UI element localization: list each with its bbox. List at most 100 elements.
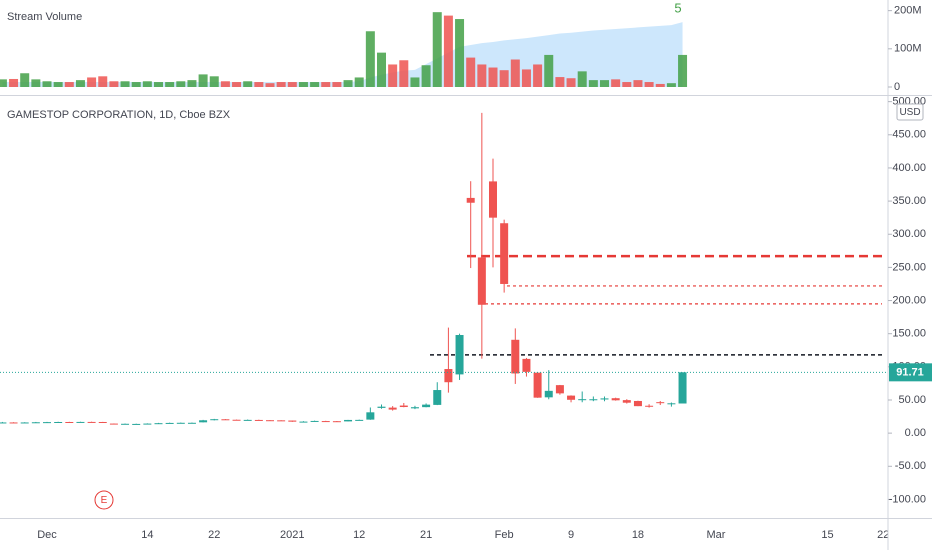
candle-body [422,404,431,408]
plot-area: Dec 14 22 2021 12 21 Feb 9 18 Mar 15 22 [0,12,889,541]
candle-body [87,421,96,423]
candle-body [388,407,397,410]
candle-body [511,339,520,374]
currency-box[interactable] [896,103,924,121]
currency-label[interactable]: USD [899,107,920,118]
candle-body [544,390,553,398]
candle-body [254,419,263,421]
volume-bar [488,67,498,87]
candle-body [600,398,609,400]
candle-body [489,181,497,218]
candle-body [165,422,174,424]
candle-body [277,420,286,422]
x-tick-label: 15 [821,529,833,541]
volume-bar [510,59,520,87]
volume-bar [577,71,587,87]
volume-bar [0,79,7,87]
x-tick-label: 9 [568,529,574,541]
volume-bar [399,60,409,87]
symbol-title: GAMESTOP CORPORATION, 1D, Cboe BZX [7,109,231,121]
candle-body [355,419,364,421]
y-tick-label: 350.00 [892,195,926,207]
volume-bar [455,19,465,88]
volume-bar [533,64,543,87]
volume-bar [120,81,130,87]
price-axis-panel [888,0,932,550]
x-tick-label: Mar [707,529,726,541]
candle-body [266,420,274,422]
candle-body [332,421,341,423]
volume-bar [388,64,398,87]
candle-body [533,372,542,398]
candle-body [20,422,29,424]
candle-body [132,423,141,425]
volume-bar [64,82,74,87]
candle-body [65,421,74,423]
volume-bar [343,80,353,87]
volume-bar [377,52,386,87]
volume-bar [220,81,230,87]
candle-body [410,407,419,409]
candle-body [0,422,7,424]
volume-bar [42,81,52,87]
volume-bar [443,15,453,88]
y-tick-label: 200M [894,5,922,17]
candle-body [500,223,509,284]
volume-bar [544,54,554,87]
candle-body [76,421,85,423]
candle-body [109,423,118,425]
volume-bar [9,78,19,87]
y-tick-label: 250.00 [892,261,926,273]
volume-bar [622,82,632,87]
volume-bar [477,64,487,87]
volume-bar [276,82,286,87]
volume-bar [154,82,163,87]
candle-body [656,402,665,404]
candle-body [611,398,620,401]
axes: 0100M200M5-100.00-50.000.0050.00100.0015… [674,0,932,505]
volume-bar [53,82,63,87]
candle-body [210,419,219,421]
volume-bar [655,83,665,87]
volume-bar [600,80,609,87]
y-tick-label: 100M [894,43,922,55]
candle-body [555,385,564,394]
candle-body [622,400,631,403]
x-tick-label: 18 [632,529,644,541]
volume-bar [75,80,85,87]
earnings-marker[interactable] [94,490,114,510]
earnings-label[interactable]: E [101,495,108,506]
volume-bar [232,82,242,87]
volume-bar [644,82,654,87]
volume-bar [131,82,141,87]
volume-bar [165,82,175,87]
volume-bar [209,76,219,87]
candle-body [433,390,442,405]
volume-bar [410,77,420,87]
volume-bar [678,54,688,87]
candle-body [399,405,408,408]
y-tick-label: 400.00 [892,162,926,174]
volume-bar [365,31,375,87]
candle-body [98,421,107,423]
candle-body [344,419,353,422]
candle-body [243,419,252,421]
volume-bar [588,80,598,87]
candle-body [288,420,297,422]
volume-bar [555,77,565,87]
volume-bar [98,76,108,87]
x-tick-label: 21 [420,529,432,541]
y-tick-label: -100.00 [889,493,926,505]
volume-bar [666,83,676,87]
candle-body [444,369,453,383]
candle-body [154,423,163,425]
volume-bar [287,82,297,87]
candle-body [377,406,386,408]
volume-bar [611,79,621,87]
volume-bar [109,81,119,87]
y-tick-label: -50.00 [895,460,926,472]
x-tick-label: Dec [37,529,57,541]
volume-bar [354,77,364,87]
volume-bar [321,82,331,87]
